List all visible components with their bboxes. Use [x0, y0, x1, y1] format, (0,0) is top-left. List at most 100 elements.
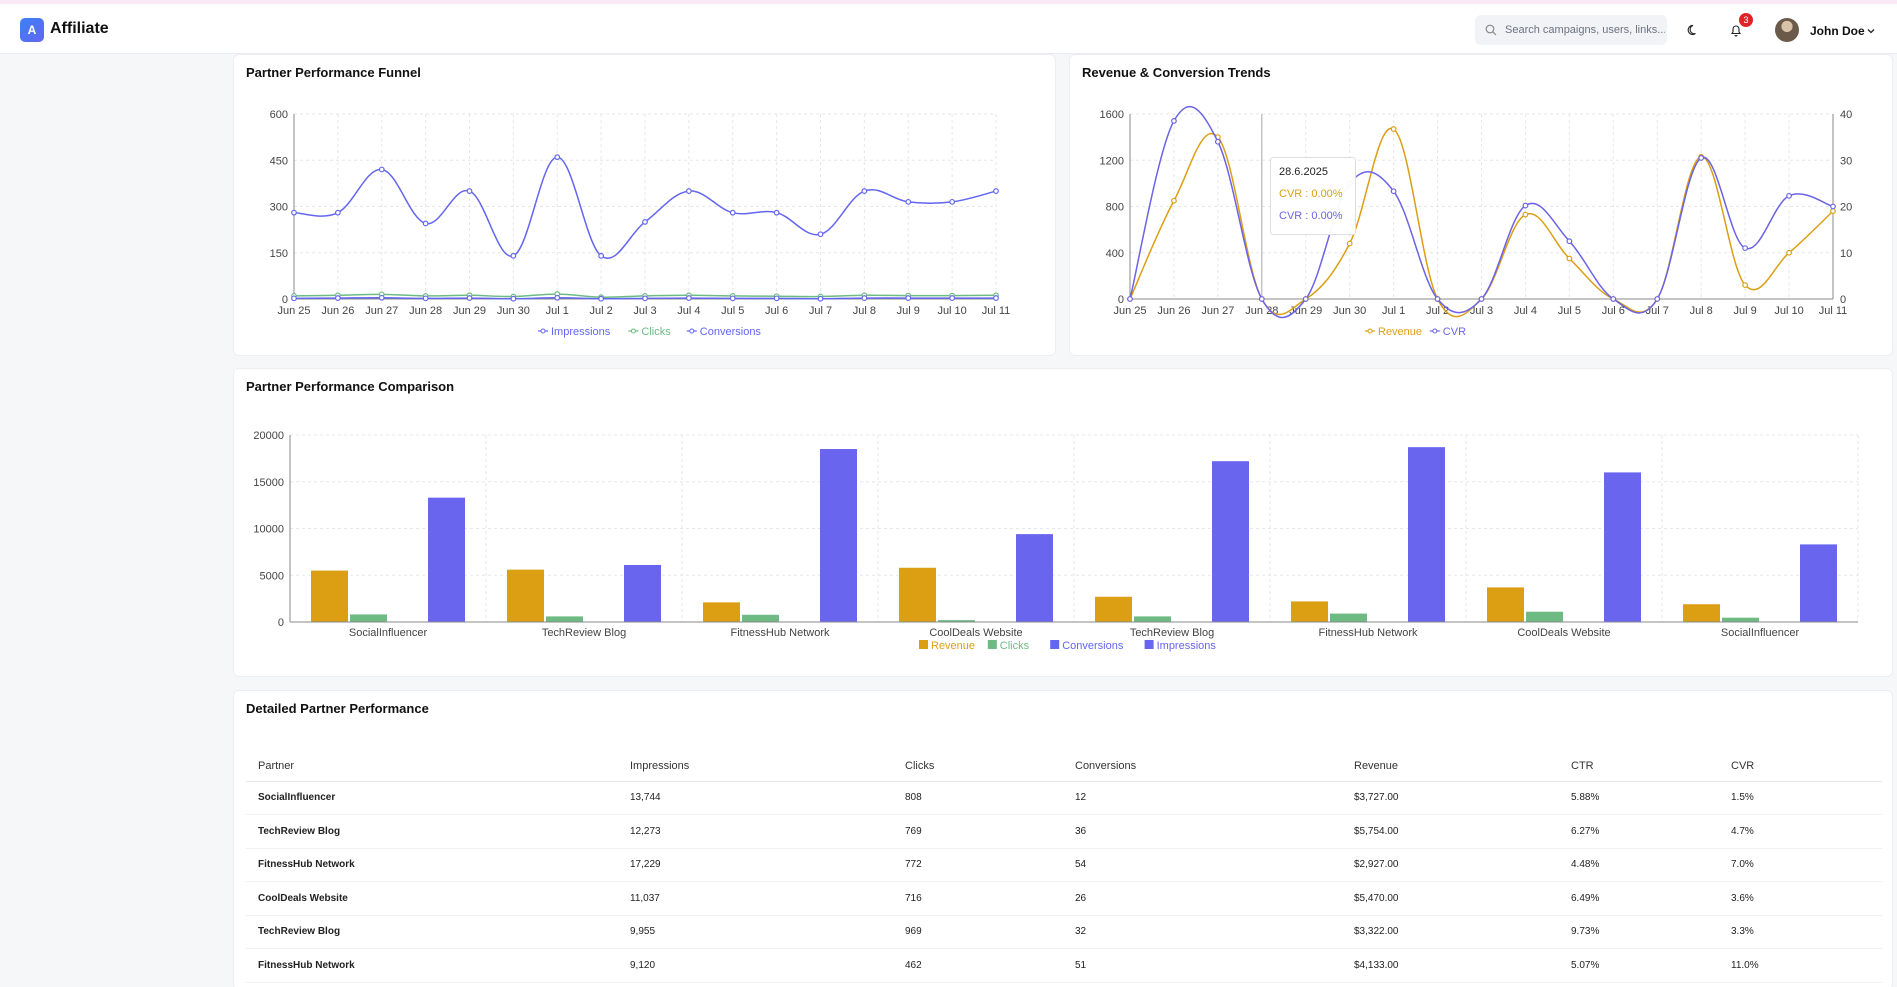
legend-dot-impressions [540, 328, 546, 334]
logo-icon[interactable]: A [20, 18, 44, 42]
bar-impressions [428, 497, 465, 622]
x-tick-label: CoolDeals Website [1517, 627, 1610, 639]
data-point-conversions [861, 295, 868, 301]
table-row[interactable]: FitnessHub Network 17,229 772 54 $2,927.… [246, 848, 1882, 882]
table-row[interactable]: FitnessHub Network 9,120 462 51 $4,133.0… [246, 948, 1882, 983]
search-box[interactable] [1475, 15, 1667, 45]
col-header-cvr[interactable]: CVR [1719, 751, 1882, 782]
cell-partner: FitnessHub Network [246, 848, 618, 882]
y-tick-label: 10000 [253, 524, 284, 536]
bar-revenue [703, 602, 740, 622]
x-tick-label: Jul 6 [765, 305, 788, 317]
data-point-impressions [378, 166, 385, 173]
table-row[interactable]: TechReview Blog 9,955 969 32 $3,322.00 9… [246, 915, 1882, 949]
top-header: A Affiliate 3 John Doe [0, 4, 1897, 54]
notifications-button[interactable] [1727, 21, 1745, 39]
data-point-impressions [554, 154, 561, 161]
cell-impressions: 12,273 [618, 814, 893, 849]
data-point-impressions [729, 209, 736, 216]
bar-impressions [1408, 447, 1445, 622]
bar-revenue [899, 567, 936, 622]
search-icon [1485, 24, 1497, 36]
funnel-card: Partner Performance Funnel 0 150 300 450 600… [233, 54, 1056, 356]
data-point-conversions [510, 295, 517, 302]
x-tick-label: Jul 7 [1646, 305, 1669, 317]
x-tick-label: SocialInfluencer [349, 627, 428, 639]
data-point-cvr [1214, 138, 1221, 145]
trends-title: Revenue & Conversion Trends [1082, 65, 1271, 80]
data-point-cvr [1302, 296, 1309, 302]
y-right-tick-label: 20 [1840, 202, 1852, 214]
x-tick-label: Jul 3 [633, 305, 656, 317]
y-left-tick-label: 0 [1118, 294, 1124, 306]
cell-ctr: 4.48% [1559, 848, 1719, 882]
col-header-revenue[interactable]: Revenue [1342, 751, 1559, 782]
cell-partner: CoolDeals Website [246, 881, 618, 916]
x-tick-label: FitnessHub Network [730, 627, 830, 639]
x-tick-label: TechReview Blog [542, 627, 626, 639]
data-point-conversions [291, 295, 297, 302]
x-tick-label: SocialInfluencer [1721, 627, 1800, 639]
cell-revenue: $2,927.00 [1342, 848, 1559, 882]
legend-dot-cvr [1432, 328, 1438, 334]
cell-cvr: 3.3% [1719, 915, 1882, 949]
bar-revenue [1487, 587, 1524, 622]
top-accent-line [0, 0, 1897, 4]
bar-impressions [1016, 534, 1053, 622]
data-point-impressions [642, 219, 648, 225]
x-tick-label: Jun 26 [321, 305, 354, 317]
legend-dot-clicks [630, 328, 636, 334]
col-header-impressions[interactable]: Impressions [618, 751, 893, 782]
data-point-impressions [949, 198, 956, 205]
col-header-clicks[interactable]: Clicks [893, 751, 1063, 782]
cell-partner: FitnessHub Network [246, 948, 618, 983]
chevron-down-icon[interactable] [1866, 26, 1876, 36]
cell-conversions: 36 [1063, 814, 1342, 849]
theme-toggle-button[interactable] [1684, 21, 1702, 39]
x-tick-label: Jul 9 [1734, 305, 1757, 317]
data-point-impressions [510, 252, 517, 259]
brand-name[interactable]: Affiliate [50, 20, 109, 37]
bar-revenue [1683, 604, 1720, 622]
search-input[interactable] [1505, 24, 1665, 36]
data-point-impressions [685, 188, 692, 194]
bar-clicks [1134, 616, 1171, 622]
y-tick-label: 0 [278, 617, 284, 629]
data-point-conversions [642, 295, 648, 302]
cell-impressions: 11,037 [618, 881, 893, 916]
table-row[interactable]: CoolDeals Website 11,037 716 26 $5,470.0… [246, 881, 1882, 916]
avatar[interactable] [1775, 18, 1799, 42]
col-header-partner[interactable]: Partner [246, 751, 618, 782]
legend-label-clicks: Clicks [641, 326, 671, 338]
y-tick-label: 5000 [260, 570, 284, 582]
data-point-cvr [1742, 245, 1749, 252]
data-point-cvr [1654, 296, 1661, 302]
table-row[interactable]: SocialInfluencer 13,744 808 12 $3,727.00… [246, 781, 1882, 815]
data-point-revenue [1390, 126, 1397, 132]
cell-revenue: $3,322.00 [1342, 915, 1559, 949]
col-header-conversions[interactable]: Conversions [1063, 751, 1342, 782]
cell-ctr: 9.73% [1559, 915, 1719, 949]
y-right-tick-label: 40 [1840, 109, 1852, 121]
x-tick-label: Jul 4 [1514, 305, 1537, 317]
y-tick-label: 150 [270, 248, 288, 260]
legend-marker-conversions [1050, 640, 1060, 649]
cell-revenue: $4,133.00 [1342, 948, 1559, 983]
data-point-cvr [1698, 155, 1705, 161]
col-header-ctr[interactable]: CTR [1559, 751, 1719, 782]
x-tick-label: Jun 27 [365, 305, 398, 317]
data-point-cvr [1786, 192, 1792, 199]
cell-impressions: 13,744 [618, 781, 893, 815]
x-tick-label: Jun 29 [453, 305, 486, 317]
funnel-title: Partner Performance Funnel [246, 65, 421, 80]
x-tick-label: Jul 11 [1819, 305, 1848, 317]
y-left-tick-label: 400 [1106, 248, 1124, 260]
cell-clicks: 969 [893, 915, 1063, 949]
x-tick-label: Jul 8 [1690, 305, 1713, 317]
user-name[interactable]: John Doe [1810, 24, 1865, 38]
table-row[interactable]: TechReview Blog 12,273 769 36 $5,754.00 … [246, 814, 1882, 849]
bar-impressions [624, 564, 661, 622]
x-tick-label: Jul 2 [590, 305, 613, 317]
series-line-revenue [1129, 127, 1834, 318]
bar-revenue [1291, 601, 1328, 622]
